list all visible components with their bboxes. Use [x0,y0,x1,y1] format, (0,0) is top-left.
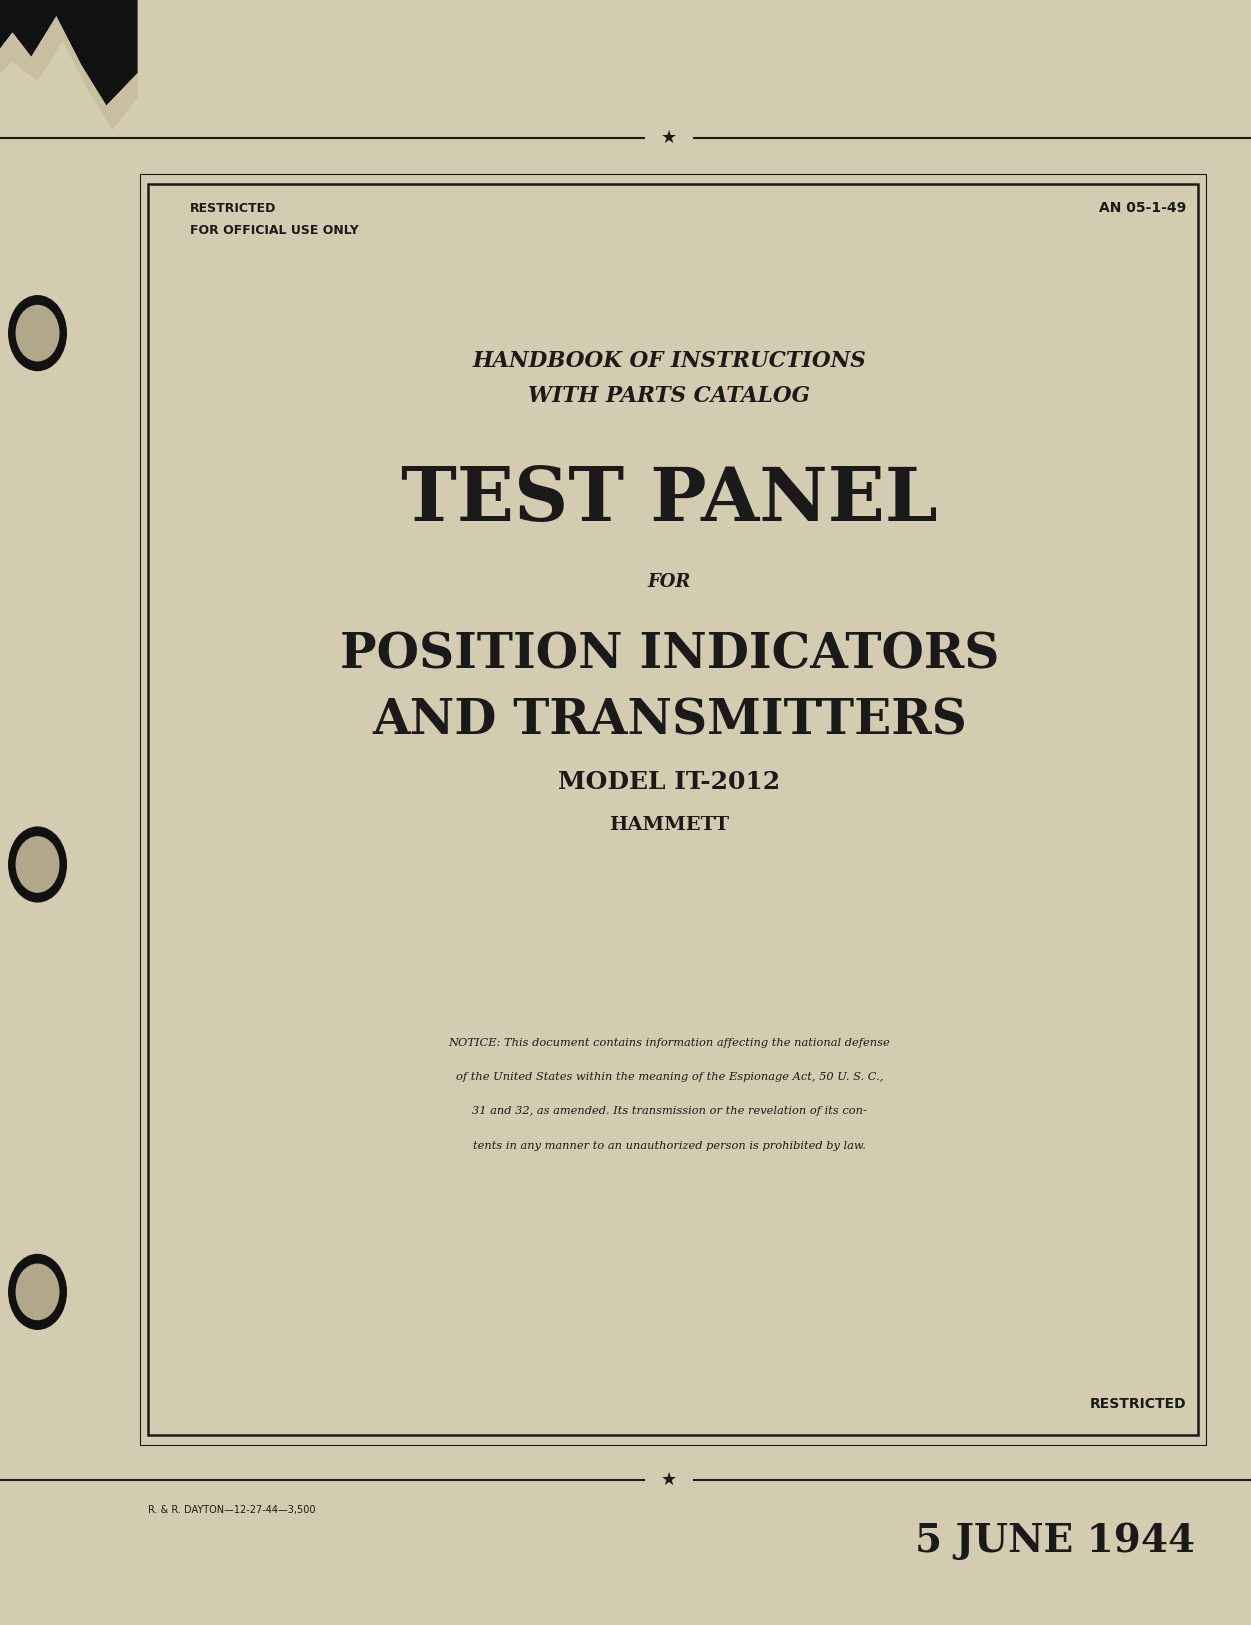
Circle shape [16,1264,59,1320]
Text: 31 and 32, as amended. Its transmission or the revelation of its con-: 31 and 32, as amended. Its transmission … [472,1107,867,1116]
Bar [148,184,1198,1435]
Circle shape [9,1254,66,1329]
Polygon shape [0,0,138,106]
Circle shape [16,837,59,892]
Polygon shape [0,16,138,130]
Text: FOR: FOR [648,572,691,592]
Text: ★: ★ [662,128,677,148]
Text: HAMMETT: HAMMETT [609,816,729,835]
Text: TEST PANEL: TEST PANEL [402,465,937,536]
Circle shape [9,296,66,370]
Text: RESTRICTED: RESTRICTED [1090,1396,1186,1410]
Text: 5 JUNE 1944: 5 JUNE 1944 [914,1521,1195,1560]
Text: MODEL IT-2012: MODEL IT-2012 [558,770,781,793]
Text: tents in any manner to an unauthorized person is prohibited by law.: tents in any manner to an unauthorized p… [473,1141,866,1150]
Text: WITH PARTS CATALOG: WITH PARTS CATALOG [528,385,811,408]
Text: AND TRANSMITTERS: AND TRANSMITTERS [372,699,967,744]
Text: NOTICE: This document contains information affecting the national defense: NOTICE: This document contains informati… [448,1038,891,1048]
Bar [140,174,1206,1445]
Circle shape [9,827,66,902]
Circle shape [16,306,59,361]
Text: FOR OFFICIAL USE ONLY: FOR OFFICIAL USE ONLY [190,224,359,237]
Text: RESTRICTED: RESTRICTED [190,202,276,214]
Text: R. & R. DAYTON—12-27-44—3,500: R. & R. DAYTON—12-27-44—3,500 [148,1505,315,1514]
Text: of the United States within the meaning of the Espionage Act, 50 U. S. C.,: of the United States within the meaning … [455,1072,883,1082]
Text: HANDBOOK OF INSTRUCTIONS: HANDBOOK OF INSTRUCTIONS [473,349,866,372]
Text: POSITION INDICATORS: POSITION INDICATORS [339,632,1000,678]
Text: ★: ★ [662,1471,677,1490]
Text: AN 05-1-49: AN 05-1-49 [1098,202,1186,216]
